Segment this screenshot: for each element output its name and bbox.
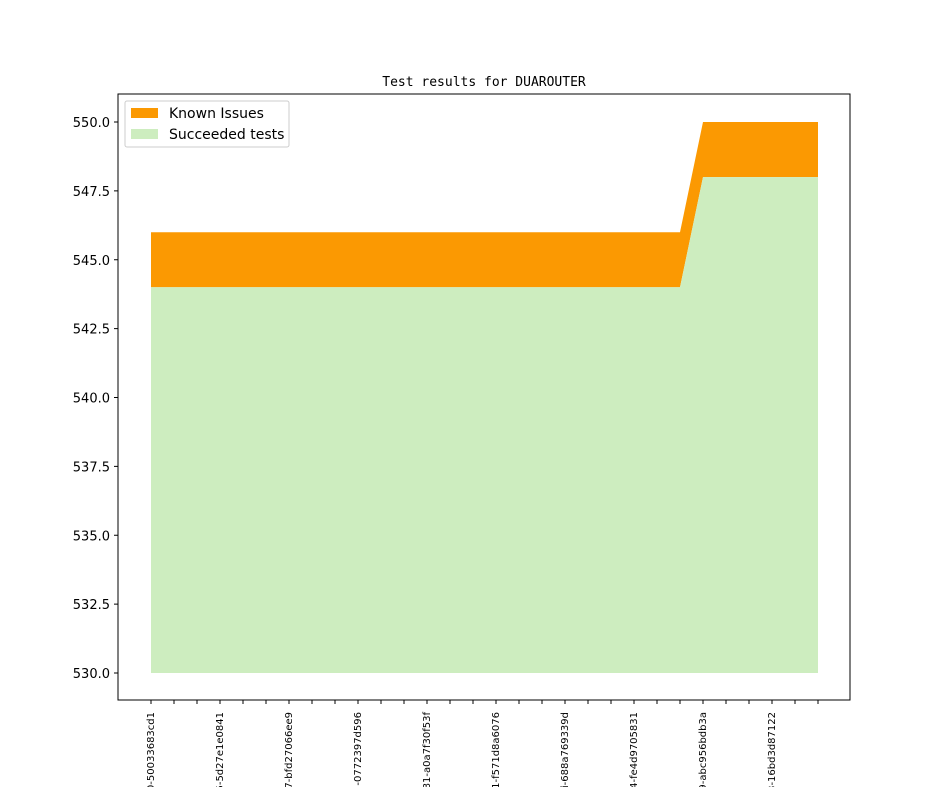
area-known-issues (151, 122, 818, 288)
x-tick-label: 4-fe4d9705831 (629, 712, 640, 787)
x-tick-label: -0772397d596 (353, 712, 364, 786)
x-tick-label: 81-a0a7f30f53f (422, 712, 433, 787)
legend: Known Issues Succeeded tests (124, 100, 290, 148)
legend-label-succeeded-tests: Succeeded tests (169, 127, 284, 143)
legend-swatch-known-issues (131, 108, 158, 118)
legend-label-known-issues: Known Issues (169, 106, 264, 122)
x-tick-label: 0-50033683cd1 (146, 712, 157, 787)
x-tick-label: 9-abc956bdb3a (698, 712, 709, 787)
y-tick-label: 537.5 (73, 460, 110, 475)
y-tick-label: 547.5 (73, 185, 110, 200)
axes: 530.0 532.5 535.0 537.5 540.0 542.5 545.0 547.5… (73, 93, 851, 792)
legend-swatch-succeeded-tests (131, 129, 158, 139)
y-tick-label: 540.0 (73, 392, 110, 407)
x-tick-label: 3-16bd3d87122 (767, 712, 778, 787)
y-tick-label: 545.0 (73, 254, 110, 269)
y-tick-label: 530.0 (73, 667, 110, 682)
x-tick-label: 7-bfd27066ee9 (284, 712, 295, 787)
x-tick-label: 5-5d27e1e0841 (215, 712, 226, 787)
y-tick-label: 535.0 (73, 529, 110, 544)
y-tick-label: 532.5 (73, 598, 110, 613)
x-tick-label: i-688a769339d (560, 712, 571, 787)
legend-box (124, 100, 290, 148)
x-tick-label: 1-f571d8a6076 (491, 712, 502, 787)
plot-area (151, 122, 818, 673)
chart-title: Test results for DUAROUTER (382, 75, 586, 90)
area-succeeded-tests (151, 177, 818, 673)
y-tick-label: 542.5 (73, 323, 110, 338)
y-tick-label: 550.0 (73, 116, 110, 131)
